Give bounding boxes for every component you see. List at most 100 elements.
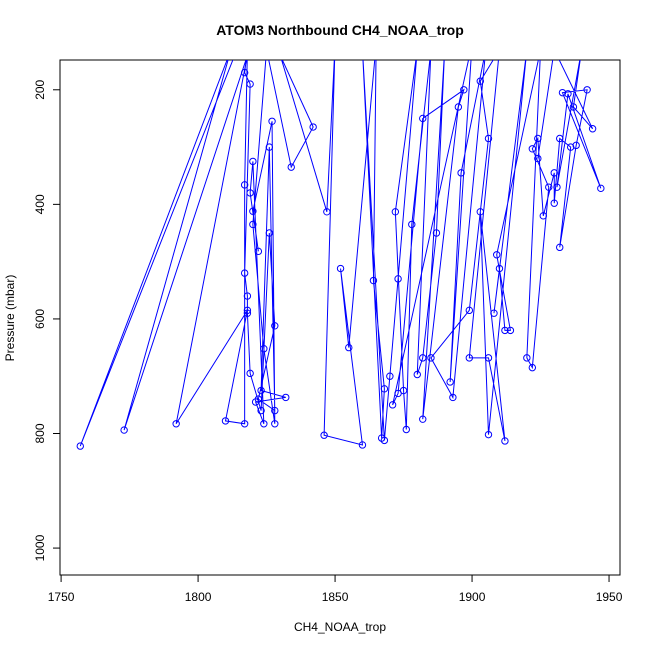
data-point (569, 103, 578, 111)
data-point (539, 212, 547, 220)
data-point (394, 389, 402, 398)
x-axis-label: CH4_NOAA_trop (294, 620, 386, 634)
chart-title: ATOM3 Northbound CH4_NOAA_trop (216, 22, 464, 38)
data-point (490, 309, 498, 317)
data-point (287, 163, 295, 171)
plot-frame (59, 59, 621, 576)
data-point (249, 157, 257, 166)
data-point (282, 393, 290, 402)
data-point (386, 372, 394, 380)
data-point (246, 80, 254, 88)
data-point (402, 425, 411, 434)
y-tick-label: 600 (33, 309, 47, 329)
data-point (388, 401, 397, 409)
data-point (550, 199, 558, 207)
data-point (534, 154, 542, 163)
x-tick-label: 1800 (185, 590, 212, 604)
data-point (265, 229, 274, 237)
data-point (243, 306, 252, 315)
data-point (254, 247, 263, 256)
data-point (454, 103, 463, 111)
y-tick-label: 200 (33, 79, 47, 99)
data-point (476, 77, 484, 85)
data-point (572, 141, 580, 150)
data-point (320, 431, 328, 439)
y-axis-label: Pressure (mbar) (3, 275, 17, 362)
data-point (345, 343, 353, 352)
data-point (336, 264, 345, 273)
data-point (413, 370, 421, 379)
data-point (545, 183, 553, 191)
data-point (76, 442, 84, 450)
data-point (271, 420, 279, 428)
data-point (249, 220, 257, 229)
data-point (243, 309, 252, 317)
data-point (476, 208, 484, 216)
data-point (427, 354, 435, 362)
data-point (240, 181, 249, 189)
plot-area (76, 60, 605, 450)
data-point (493, 251, 501, 259)
data-line (79, 60, 602, 447)
data-point (323, 208, 331, 216)
data-point (449, 393, 457, 402)
data-point (268, 117, 276, 125)
x-tick-label: 1900 (459, 590, 486, 604)
data-point (484, 354, 493, 362)
data-point (495, 264, 504, 273)
data-point (246, 189, 254, 197)
data-point (446, 378, 454, 386)
data-point (358, 441, 367, 449)
data-point (249, 207, 257, 215)
data-point (309, 123, 317, 131)
data-point (380, 436, 389, 445)
data-point (246, 369, 254, 378)
x-tick-label: 1950 (596, 590, 623, 604)
data-point (419, 415, 427, 423)
data-point (597, 184, 605, 193)
data-point (240, 420, 249, 428)
data-point (553, 183, 561, 191)
data-point (523, 354, 531, 362)
data-point (460, 86, 468, 94)
data-point (251, 398, 260, 406)
data-point (265, 143, 274, 151)
data-point (260, 420, 268, 428)
data-point (260, 345, 268, 353)
data-point (240, 68, 249, 77)
data-point (556, 243, 564, 252)
data-point (457, 169, 465, 177)
data-point (221, 417, 230, 425)
data-point (369, 276, 378, 285)
data-point (391, 208, 400, 216)
data-point (240, 269, 249, 277)
x-tick-label: 1850 (322, 590, 349, 604)
data-point (419, 114, 427, 123)
data-point (465, 306, 474, 315)
y-tick-label: 800 (33, 423, 47, 443)
data-point (243, 292, 252, 300)
data-point (465, 354, 474, 362)
data-point (556, 134, 564, 143)
data-point (394, 275, 402, 283)
data-point (419, 354, 427, 362)
data-point (534, 134, 542, 143)
data-point (564, 90, 572, 98)
data-point (120, 426, 128, 434)
data-point (558, 88, 567, 97)
data-point (432, 229, 441, 237)
data-point (380, 385, 389, 393)
data-point (528, 145, 537, 153)
y-tick-label: 1000 (33, 534, 47, 561)
data-point (501, 437, 509, 445)
data-point (271, 406, 279, 415)
data-point (484, 430, 493, 439)
data-point (550, 169, 558, 177)
data-point (506, 326, 515, 335)
x-tick-label: 1750 (48, 590, 75, 604)
data-point (583, 86, 591, 94)
data-point (484, 134, 493, 143)
data-point (501, 326, 509, 335)
data-point (588, 125, 597, 133)
